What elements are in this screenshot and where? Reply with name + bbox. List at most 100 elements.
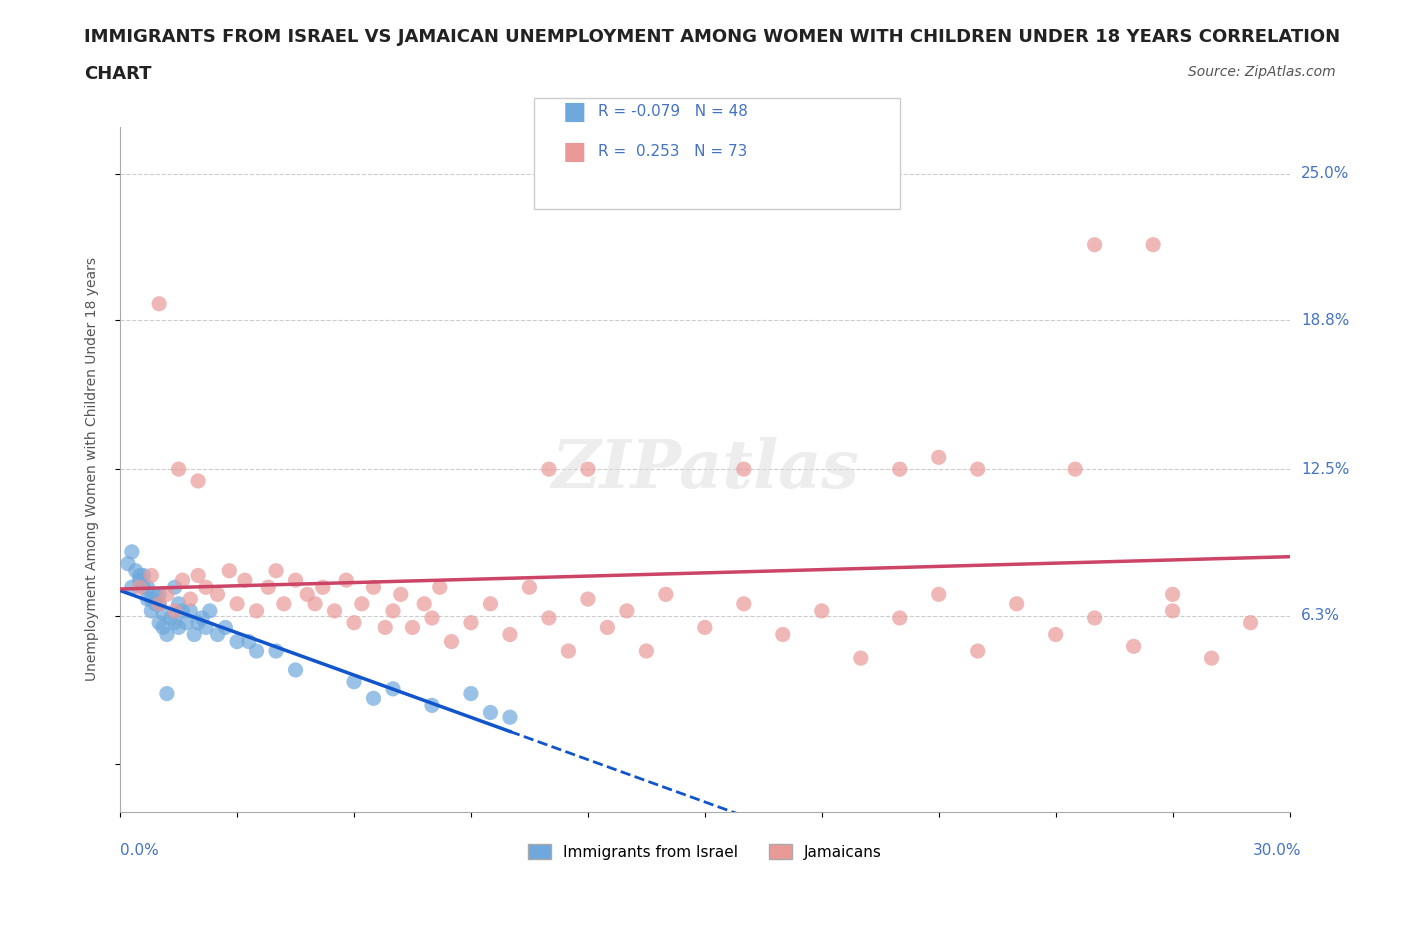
Point <box>363 579 385 594</box>
Point <box>245 644 267 658</box>
Point <box>420 698 443 712</box>
Point <box>374 620 396 635</box>
Legend: Immigrants from Israel, Jamaicans: Immigrants from Israel, Jamaicans <box>522 838 887 866</box>
Point <box>128 579 150 594</box>
Point <box>382 682 405 697</box>
Point <box>966 644 988 658</box>
Point <box>1161 587 1184 602</box>
Point <box>479 705 502 720</box>
Point <box>179 591 201 606</box>
Point <box>172 604 194 618</box>
Point <box>136 591 159 606</box>
Point <box>207 587 229 602</box>
Text: ■: ■ <box>562 140 586 164</box>
Point <box>479 596 502 611</box>
Point <box>350 596 373 611</box>
Point <box>187 568 209 583</box>
Point <box>1084 610 1107 625</box>
Point <box>264 564 287 578</box>
Point <box>198 604 221 618</box>
Point <box>143 596 166 611</box>
Point <box>128 568 150 583</box>
Point <box>187 473 209 488</box>
Text: IMMIGRANTS FROM ISRAEL VS JAMAICAN UNEMPLOYMENT AMONG WOMEN WITH CHILDREN UNDER : IMMIGRANTS FROM ISRAEL VS JAMAICAN UNEMP… <box>84 28 1340 46</box>
Point <box>191 610 214 625</box>
Point <box>143 587 166 602</box>
Text: CHART: CHART <box>84 65 152 83</box>
Point <box>194 620 217 635</box>
Point <box>167 461 190 476</box>
Point <box>167 620 190 635</box>
Point <box>121 579 143 594</box>
Point <box>382 604 405 618</box>
Point <box>616 604 638 618</box>
Text: 25.0%: 25.0% <box>1301 166 1350 181</box>
Point <box>304 596 326 611</box>
Point <box>889 461 911 476</box>
Point <box>693 620 716 635</box>
Point <box>966 461 988 476</box>
Point <box>389 587 412 602</box>
Point <box>117 556 139 571</box>
Point <box>141 568 163 583</box>
Point <box>889 610 911 625</box>
Point <box>413 596 436 611</box>
Point <box>148 587 170 602</box>
Point <box>152 620 174 635</box>
Point <box>148 596 170 611</box>
Text: R = -0.079   N = 48: R = -0.079 N = 48 <box>598 104 748 119</box>
Point <box>163 579 186 594</box>
Point <box>233 573 256 588</box>
Point <box>163 604 186 618</box>
Point <box>163 616 186 631</box>
Y-axis label: Unemployment Among Women with Children Under 18 years: Unemployment Among Women with Children U… <box>86 257 100 681</box>
Point <box>636 644 658 658</box>
Point <box>273 596 295 611</box>
Point <box>1005 596 1028 611</box>
Point <box>537 610 560 625</box>
Text: 6.3%: 6.3% <box>1301 608 1340 623</box>
Point <box>156 587 179 602</box>
Point <box>156 627 179 642</box>
Point <box>849 651 872 666</box>
Point <box>576 461 599 476</box>
Point <box>1239 616 1261 631</box>
Point <box>148 297 170 312</box>
Point <box>1201 651 1223 666</box>
Text: 18.8%: 18.8% <box>1301 312 1350 327</box>
Point <box>772 627 794 642</box>
Point <box>596 620 619 635</box>
Point <box>194 579 217 594</box>
Text: ■: ■ <box>562 100 586 124</box>
Point <box>460 686 482 701</box>
Point <box>1064 461 1087 476</box>
Point <box>156 686 179 701</box>
Point <box>141 604 163 618</box>
Point <box>519 579 541 594</box>
Point <box>159 610 181 625</box>
Point <box>1142 237 1164 252</box>
Point <box>1122 639 1144 654</box>
Point <box>284 573 307 588</box>
Point <box>1045 627 1067 642</box>
Point <box>810 604 832 618</box>
Point <box>343 616 366 631</box>
Point <box>576 591 599 606</box>
Text: R =  0.253   N = 73: R = 0.253 N = 73 <box>598 144 747 159</box>
Text: ZIPatlas: ZIPatlas <box>551 437 859 501</box>
Point <box>121 544 143 559</box>
Point <box>928 450 950 465</box>
Point <box>176 616 198 631</box>
Point <box>655 587 678 602</box>
Point <box>1161 604 1184 618</box>
Point <box>335 573 357 588</box>
Point <box>152 605 174 620</box>
Point <box>167 596 190 611</box>
Point <box>141 591 163 606</box>
Point <box>429 579 451 594</box>
Point <box>323 604 346 618</box>
Point <box>537 461 560 476</box>
Point <box>125 564 148 578</box>
Point <box>238 634 260 649</box>
Point <box>226 634 249 649</box>
